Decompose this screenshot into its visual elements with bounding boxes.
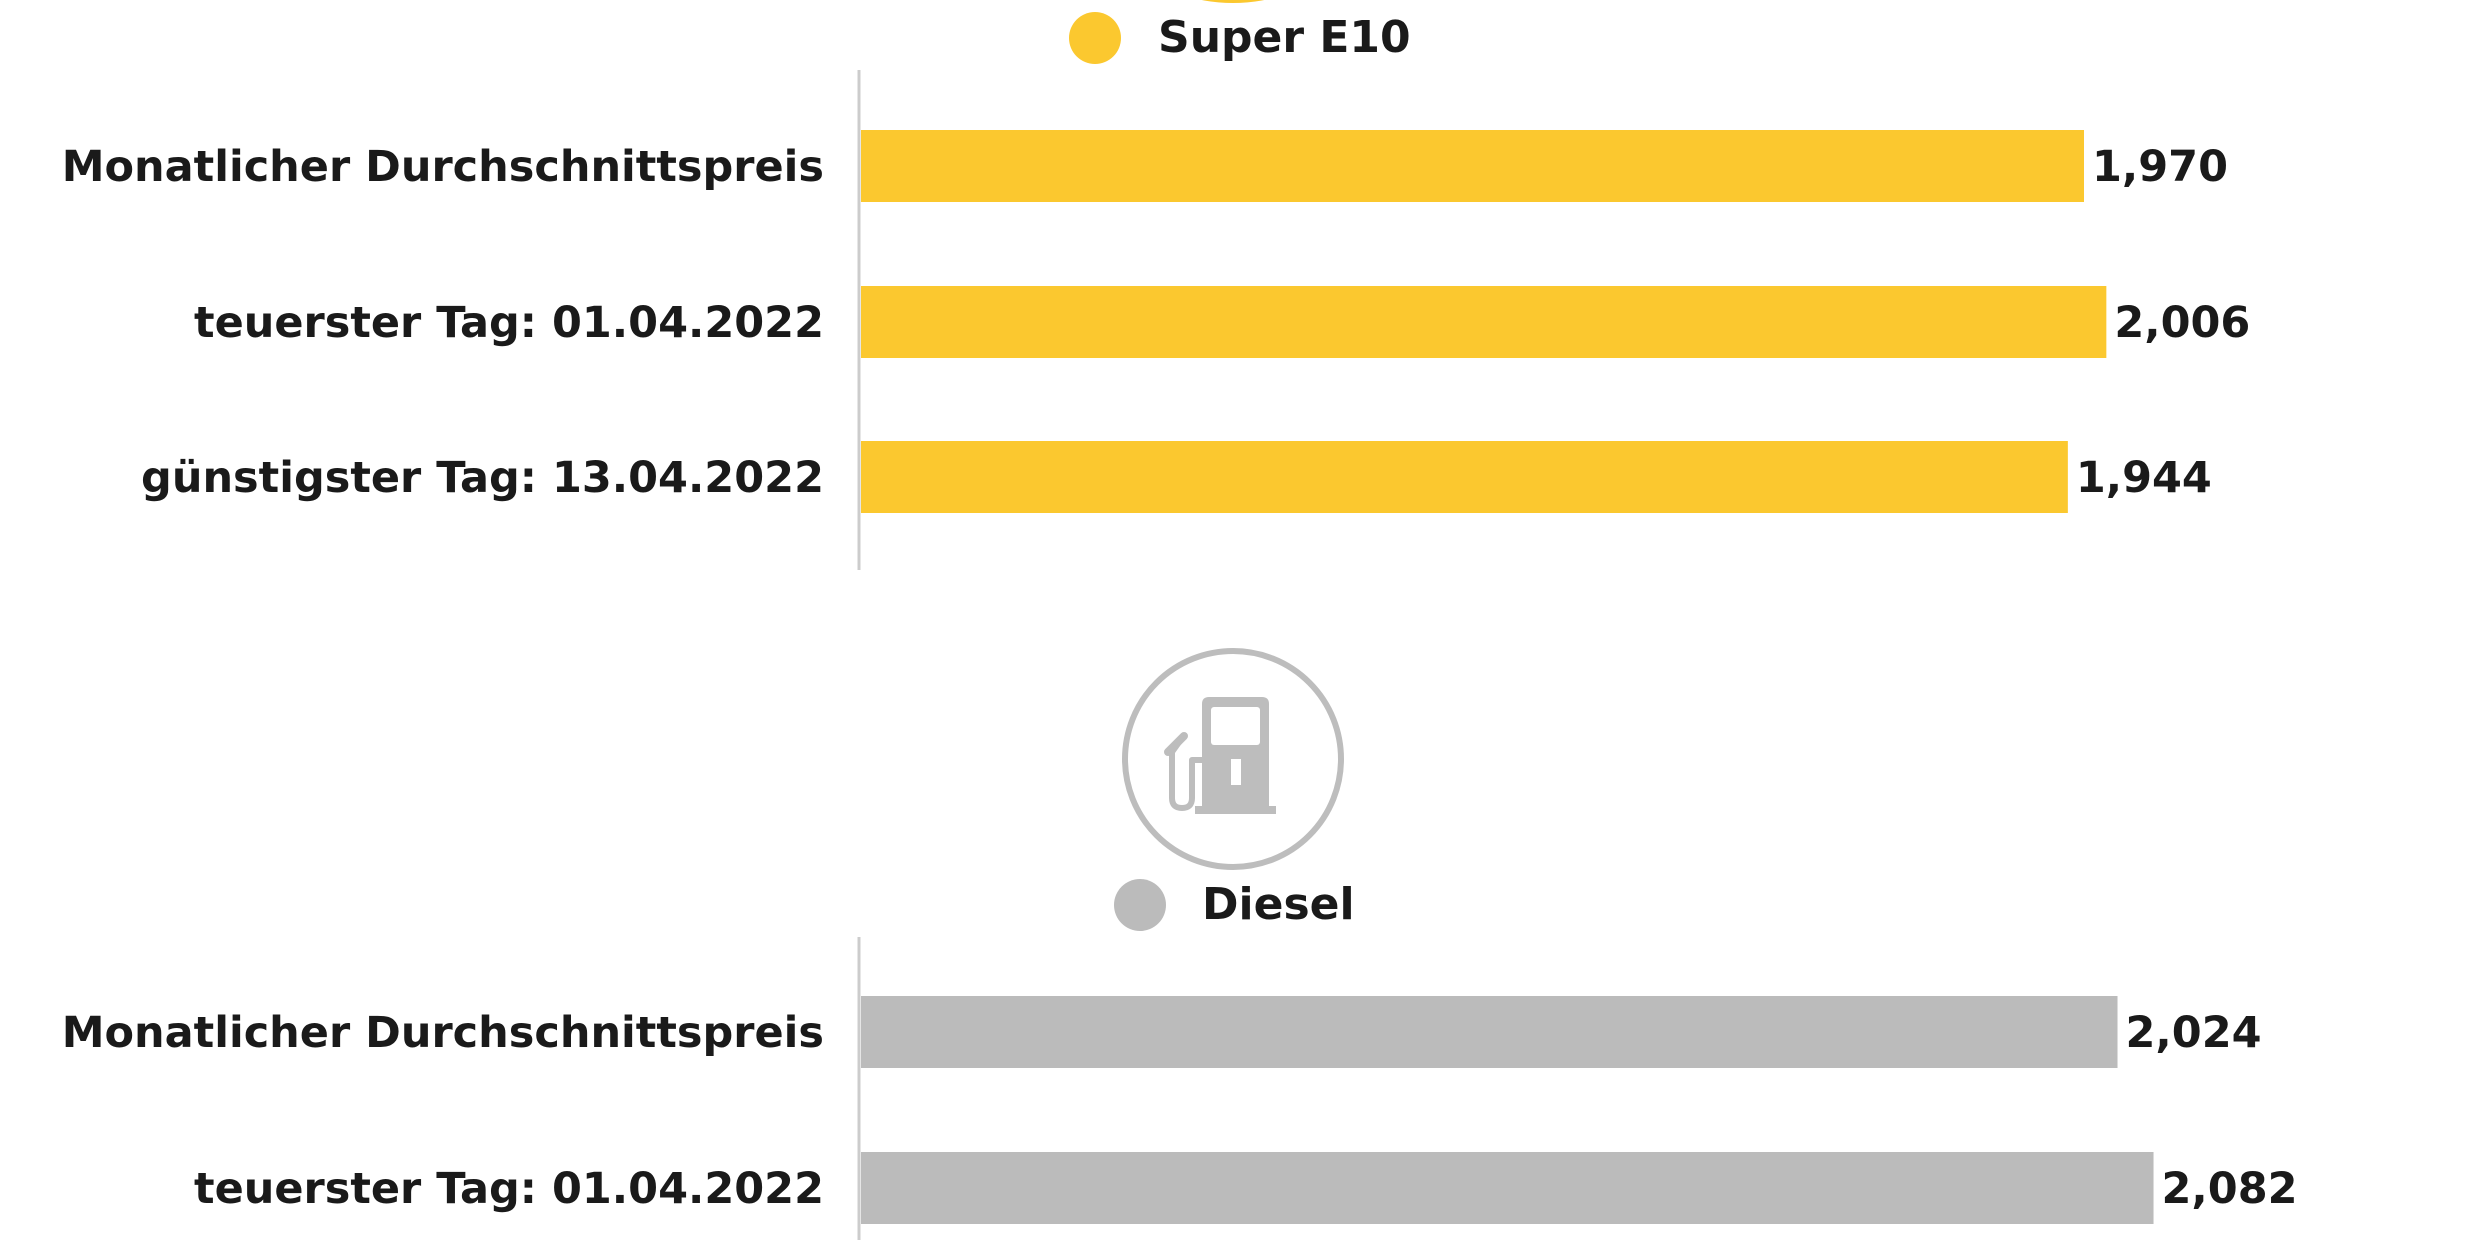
- super-e10-bar-0: [861, 130, 2084, 202]
- super-e10-section: Super E10 Monatlicher Durchschnittspreis…: [62, 0, 2250, 570]
- super-e10-legend-dot: [1069, 12, 1121, 64]
- fuel-pump-icon: [1122, 648, 1344, 870]
- super-e10-bars: Monatlicher Durchschnittspreis 1,970 teuer…: [62, 130, 2250, 513]
- super-e10-icon-circle: [1201, 0, 1265, 3]
- super-e10-value-label-0: 1,970: [2092, 142, 2228, 192]
- diesel-category-label-0: Monatlicher Durchschnittspreis: [62, 1008, 824, 1058]
- super-e10-bar-2: [861, 441, 2068, 513]
- diesel-value-label-0: 2,024: [2126, 1008, 2262, 1058]
- diesel-bar-1: [861, 1152, 2154, 1224]
- diesel-category-label-1: teuerster Tag: 01.04.2022: [194, 1164, 824, 1214]
- diesel-legend-label: Diesel: [1202, 879, 1355, 930]
- super-e10-value-label-2: 1,944: [2076, 453, 2212, 503]
- super-e10-category-label-1: teuerster Tag: 01.04.2022: [194, 298, 824, 348]
- diesel-section: Diesel Monatlicher Durchschnittspreis 2,0…: [62, 648, 2298, 1240]
- diesel-bar-0: [861, 996, 2118, 1068]
- super-e10-value-label-1: 2,006: [2114, 298, 2250, 348]
- super-e10-category-label-2: günstigster Tag: 13.04.2022: [141, 453, 824, 503]
- diesel-bars: Monatlicher Durchschnittspreis 2,024 teuer…: [62, 996, 2298, 1224]
- super-e10-category-label-0: Monatlicher Durchschnittspreis: [62, 142, 824, 192]
- super-e10-legend-label: Super E10: [1158, 12, 1411, 63]
- diesel-value-label-1: 2,082: [2162, 1164, 2298, 1214]
- super-e10-bar-1: [861, 286, 2107, 358]
- diesel-legend-dot: [1114, 879, 1166, 931]
